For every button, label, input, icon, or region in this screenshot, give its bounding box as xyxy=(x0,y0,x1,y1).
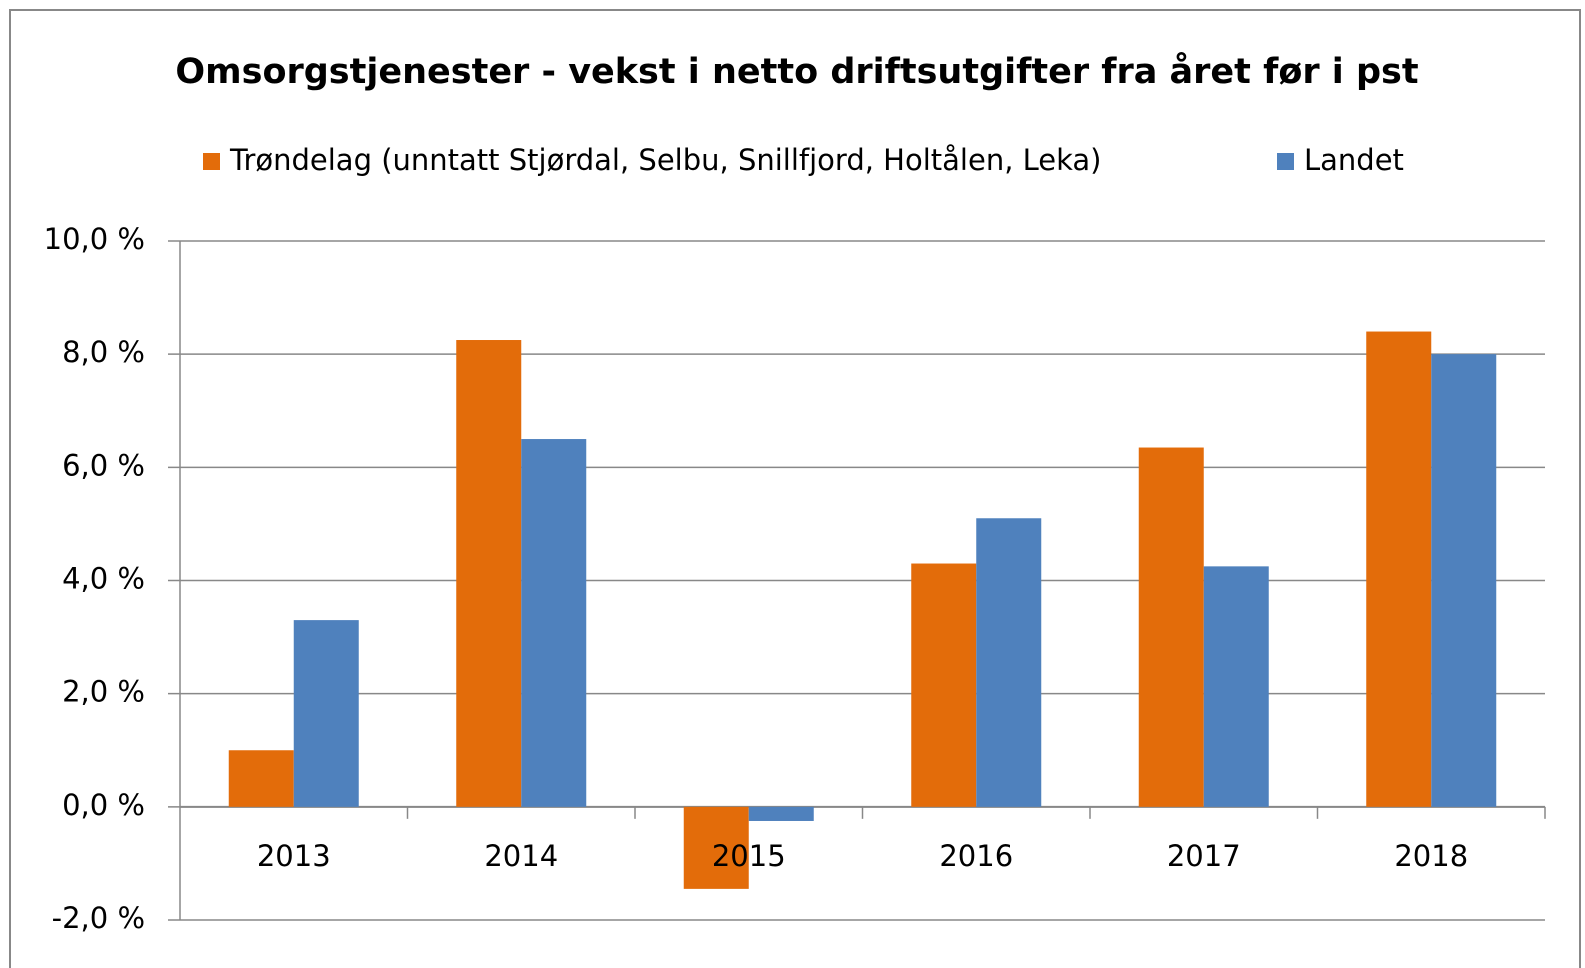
bar xyxy=(748,806,814,821)
bar xyxy=(521,439,587,807)
x-tick-label: 2018 xyxy=(1394,839,1468,873)
x-tick-label: 2014 xyxy=(484,839,558,873)
y-tick-label: 10,0 % xyxy=(44,222,145,256)
x-tick-label: 2016 xyxy=(939,839,1013,873)
bar xyxy=(1138,447,1204,807)
bar xyxy=(1366,331,1432,807)
y-tick-label: 8,0 % xyxy=(62,335,145,369)
y-tick-label: 4,0 % xyxy=(62,562,145,596)
x-tick-label: 2015 xyxy=(712,839,786,873)
bar xyxy=(683,806,749,889)
bar xyxy=(1431,354,1497,807)
legend-label: Landet xyxy=(1304,143,1404,177)
y-tick-label: 2,0 % xyxy=(62,675,145,709)
legend-label: Trøndelag (unntatt Stjørdal, Selbu, Snil… xyxy=(229,143,1102,177)
x-tick-label: 2017 xyxy=(1167,839,1241,873)
y-tick-label: -2,0 % xyxy=(52,901,145,935)
legend-swatch xyxy=(1277,153,1294,170)
y-tick-label: 6,0 % xyxy=(62,448,145,482)
bar xyxy=(456,340,522,807)
x-tick-label: 2013 xyxy=(257,839,331,873)
legend-swatch xyxy=(203,153,220,170)
bar xyxy=(293,620,359,807)
y-tick-label: 0,0 % xyxy=(62,788,145,822)
bar xyxy=(228,750,294,807)
bar xyxy=(911,563,977,807)
bar xyxy=(976,518,1042,807)
chart-title: Omsorgstjenester - vekst i netto driftsu… xyxy=(175,51,1418,92)
bar xyxy=(1203,566,1269,807)
